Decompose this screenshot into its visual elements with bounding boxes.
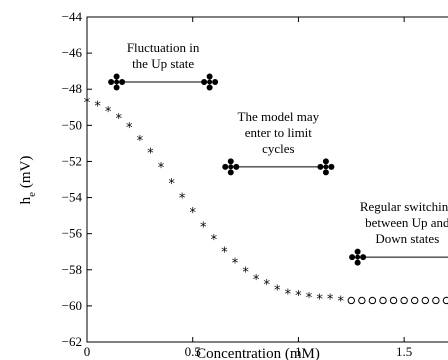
cross-lobe xyxy=(328,163,335,170)
cross-lobe xyxy=(317,163,324,170)
annotation-text: cycles xyxy=(262,141,294,156)
data-point-circle xyxy=(400,296,408,305)
data-point-circle xyxy=(421,296,429,305)
y-tick-label: −44 xyxy=(62,9,83,24)
data-point-asterisk: * xyxy=(263,278,270,293)
cross-center xyxy=(355,254,361,260)
data-point-asterisk: * xyxy=(327,293,334,308)
annotation-text: enter to limit xyxy=(245,125,313,140)
cross-center xyxy=(207,79,213,85)
data-point-asterisk: * xyxy=(221,246,228,261)
axis-ticks: 0 0.5 1 1.5 −44 −46 −48 −50 −52 −54 −56 −58 −60 −62 xyxy=(62,9,413,359)
annotation-text: Fluctuation in xyxy=(127,40,200,55)
cross-lobe xyxy=(206,84,213,91)
cross-lobe xyxy=(113,84,120,91)
data-point-asterisk: * xyxy=(179,192,186,207)
cross-lobe xyxy=(222,163,229,170)
data-point-asterisk: * xyxy=(295,289,302,304)
data-point-asterisk: * xyxy=(316,293,323,308)
plot-frame xyxy=(86,16,448,343)
cross-lobe xyxy=(233,163,240,170)
y-tick-label: −52 xyxy=(62,153,82,168)
y-tick-label: −46 xyxy=(62,45,83,60)
data-point-asterisk: * xyxy=(147,146,154,161)
cross-lobe xyxy=(322,169,329,176)
data-point-circle xyxy=(432,296,440,305)
cross-lobe xyxy=(206,73,213,80)
data-point-asterisk: * xyxy=(84,96,91,111)
y-tick-label: −56 xyxy=(62,226,83,241)
data-point-asterisk: * xyxy=(137,134,144,149)
data-point-asterisk: * xyxy=(189,206,196,221)
data-point-asterisk: * xyxy=(242,266,249,281)
cross-lobe xyxy=(201,79,208,85)
cross-center xyxy=(228,164,234,170)
data-point-asterisk: * xyxy=(232,257,239,272)
annotation-cross-marker xyxy=(201,73,219,91)
data-point-circle xyxy=(411,296,419,305)
y-tick-label: −54 xyxy=(62,190,83,205)
data-marks: * * * ************* * * * * * * * * * xyxy=(84,96,448,309)
cross-lobe xyxy=(108,79,115,85)
data-point-circle xyxy=(442,296,448,305)
x-tick-label: 0.5 xyxy=(185,344,201,359)
data-point-circle xyxy=(389,296,398,305)
y-tick-label: −50 xyxy=(62,117,82,132)
annotation-text: between Up and xyxy=(365,215,448,230)
data-point-asterisk: * xyxy=(126,121,133,136)
data-point-circle xyxy=(379,296,387,305)
data-point-asterisk: * xyxy=(200,220,207,235)
cross-lobe xyxy=(227,158,234,165)
y-tick-label: −62 xyxy=(62,334,82,349)
annotation-text: The model may xyxy=(238,109,320,124)
annotation-cross-marker xyxy=(108,73,126,91)
annotation-text: the Up state xyxy=(132,56,194,71)
cross-lobe xyxy=(354,248,361,255)
cross-lobe xyxy=(113,73,120,80)
x-tick-label: 0 xyxy=(84,344,91,359)
cross-lobe xyxy=(227,169,234,176)
cross-lobe xyxy=(360,254,367,261)
data-point-asterisk: * xyxy=(168,177,175,192)
cross-lobe xyxy=(322,158,329,165)
data-point-asterisk: * xyxy=(306,291,313,306)
y-axis-title: he (mV) xyxy=(18,156,38,205)
data-point-asterisk: * xyxy=(105,105,112,120)
annotation-cross-marker xyxy=(222,158,240,176)
cross-center xyxy=(114,79,120,85)
annotation-text: Down states xyxy=(375,231,439,246)
data-point-circle xyxy=(368,296,377,305)
cross-lobe xyxy=(354,259,361,266)
annotation-cross-marker xyxy=(317,158,335,176)
data-point-circle xyxy=(347,296,355,305)
annotation-cross-marker xyxy=(349,248,367,266)
annotation-text: Regular switching xyxy=(360,199,448,214)
y-tick-label: −60 xyxy=(62,298,82,313)
cross-lobe xyxy=(119,79,126,85)
data-point-asterisk: * xyxy=(274,284,281,299)
x-tick-label: 1.5 xyxy=(396,344,412,359)
data-point-asterisk: * xyxy=(285,287,292,302)
y-tick-label: −58 xyxy=(62,262,82,277)
data-point-asterisk: * xyxy=(253,273,260,288)
data-point-asterisk: * xyxy=(211,233,218,248)
data-point-asterisk: * xyxy=(158,161,165,176)
y-tick-label: −48 xyxy=(62,81,82,96)
data-point-circle xyxy=(358,296,366,305)
cross-center xyxy=(323,164,329,170)
data-point-asterisk: * xyxy=(337,294,344,309)
data-point-asterisk: * xyxy=(115,112,122,127)
cross-lobe xyxy=(212,79,219,85)
data-point-asterisk: * xyxy=(94,99,101,114)
x-tick-label: 1 xyxy=(295,344,302,359)
cross-lobe xyxy=(349,254,356,261)
x-axis-title: Concentration (mM) xyxy=(196,346,320,360)
